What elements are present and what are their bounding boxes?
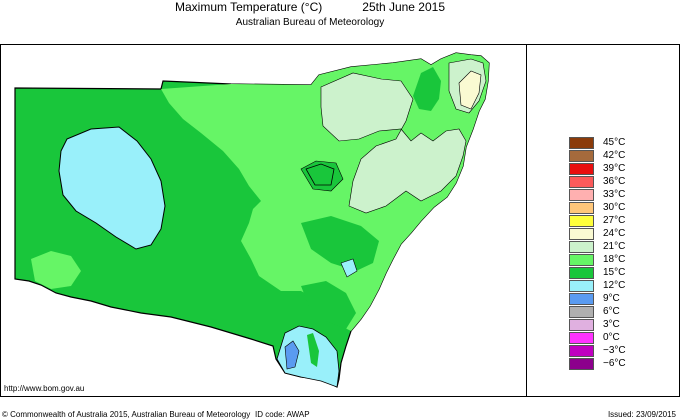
lake-outline <box>305 163 335 186</box>
legend-item: 39°C <box>569 163 679 176</box>
legend-label: 3°C <box>603 319 620 330</box>
legend-label: 36°C <box>603 176 626 187</box>
map-title: Maximum Temperature (°C) 25th June 2015 <box>0 0 620 16</box>
legend-item: 27°C <box>569 215 679 228</box>
legend-item: 6°C <box>569 306 679 319</box>
legend-item: 24°C <box>569 228 679 241</box>
legend-swatch <box>569 254 594 266</box>
legend-label: 30°C <box>603 202 626 213</box>
legend-swatch <box>569 293 594 305</box>
temperature-legend: 45°C 42°C 39°C 36°C 33°C 30°C 27°C 24°C 21°C 18°C… <box>527 44 680 397</box>
region-18c <box>161 53 489 331</box>
legend-swatch <box>569 150 594 162</box>
legend-item: 33°C <box>569 189 679 202</box>
legend-label: 27°C <box>603 215 626 226</box>
legend-swatch <box>569 176 594 188</box>
legend-item: −3°C <box>569 345 679 358</box>
legend-item: 3°C <box>569 319 679 332</box>
legend-label: 12°C <box>603 280 626 291</box>
map-subtitle: Australian Bureau of Meteorology <box>235 17 385 28</box>
legend-item: −6°C <box>569 358 679 371</box>
legend-swatch <box>569 137 594 149</box>
legend-item: 21°C <box>569 241 679 254</box>
region-15c-patch-north <box>413 67 441 111</box>
legend-label: 39°C <box>603 163 626 174</box>
legend-label: 33°C <box>603 189 626 200</box>
legend-swatch <box>569 280 594 292</box>
legend-item: 45°C <box>569 137 679 150</box>
legend-item: 15°C <box>569 267 679 280</box>
title-date: 25th June 2015 <box>362 0 446 14</box>
legend-item: 30°C <box>569 202 679 215</box>
legend-label: 45°C <box>603 137 626 148</box>
region-15c-alpine-streak <box>307 333 319 367</box>
legend-item: 0°C <box>569 332 679 345</box>
region-9c-alpine <box>284 340 300 370</box>
legend-swatch <box>569 267 594 279</box>
legend-label: 6°C <box>603 306 620 317</box>
legend-label: 0°C <box>603 332 620 343</box>
legend-swatch <box>569 228 594 240</box>
region-24c <box>458 70 482 110</box>
legend-label: 15°C <box>603 267 626 278</box>
region-12c-highlands <box>340 258 358 278</box>
legend-swatch <box>569 306 594 318</box>
legend-swatch <box>569 163 594 175</box>
region-21c <box>320 72 467 214</box>
legend-label: −6°C <box>603 358 626 369</box>
region-12c-west <box>58 126 166 250</box>
legend-swatch <box>569 189 594 201</box>
region-15c-patch-highlands <box>301 216 379 271</box>
legend-label: −3°C <box>603 345 626 356</box>
legend-label: 24°C <box>603 228 626 239</box>
legend-swatch <box>569 241 594 253</box>
region-15c-patch-south <box>301 281 356 329</box>
region-18c-southwest <box>31 251 81 289</box>
legend-swatch <box>569 332 594 344</box>
id-code-text: ID code: AWAP <box>255 410 310 419</box>
legend-item: 9°C <box>569 293 679 306</box>
legend-label: 21°C <box>603 241 626 252</box>
legend-label: 42°C <box>603 150 626 161</box>
legend-item: 12°C <box>569 280 679 293</box>
title-text: Maximum Temperature (°C) <box>174 0 323 14</box>
copyright-text: © Commonwealth of Australia 2015, Austra… <box>2 410 251 419</box>
legend-item: 36°C <box>569 176 679 189</box>
source-url[interactable]: http://www.bom.gov.au <box>4 384 85 393</box>
legend-swatch <box>569 202 594 214</box>
legend-swatch <box>569 215 594 227</box>
legend-label: 9°C <box>603 293 620 304</box>
legend-label: 18°C <box>603 254 626 265</box>
map-frame <box>0 44 527 397</box>
footer: © Commonwealth of Australia 2015, Austra… <box>0 398 680 420</box>
legend-item: 42°C <box>569 150 679 163</box>
legend-item: 18°C <box>569 254 679 267</box>
legend-swatch <box>569 345 594 357</box>
legend-swatch <box>569 319 594 331</box>
nsw-temperature-map <box>14 52 490 388</box>
issued-date-text: Issued: 23/09/2015 <box>607 410 676 419</box>
legend-swatch <box>569 358 594 370</box>
